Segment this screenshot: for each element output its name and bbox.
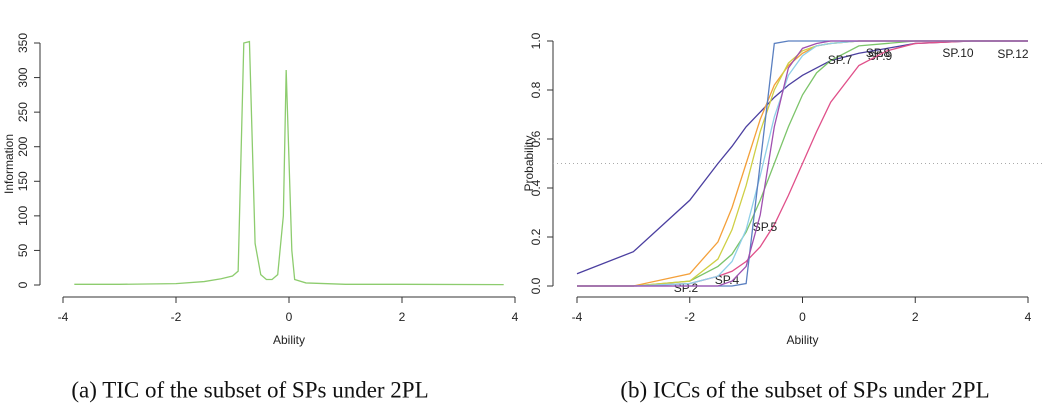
series-line [576, 40, 1028, 275]
x-tick-label: -2 [684, 310, 695, 324]
series-label: SP.9 [868, 49, 893, 63]
caption: (b) ICCs of the subset of SPs under 2PL [620, 377, 989, 402]
y-tick-label: 0.6 [529, 130, 543, 147]
y-tick-label: 250 [16, 102, 30, 122]
y-tick-label: 0.8 [529, 81, 543, 98]
series-line [577, 40, 1028, 287]
y-tick-label: 0.0 [529, 277, 543, 294]
caption: (a) TIC of the subset of SPs under 2PL [71, 377, 428, 402]
y-tick-label: 0.4 [529, 179, 543, 196]
series-label: SP.8 [866, 46, 891, 60]
y-tick-label: 100 [16, 206, 30, 226]
x-tick-label: 0 [799, 310, 806, 324]
x-tick-label: 0 [286, 310, 293, 324]
y-axis-label: Probability [522, 135, 536, 191]
y-axis-label: Information [2, 134, 16, 194]
series-label: SP.10 [942, 46, 973, 60]
series-line [577, 40, 1028, 287]
x-tick-label: -2 [171, 310, 182, 324]
x-tick-label: 4 [1025, 310, 1032, 324]
series-label: SP.7 [828, 53, 853, 67]
y-tick-label: 350 [16, 33, 30, 53]
y-tick-label: 300 [16, 67, 30, 87]
series-label: SP.5 [753, 220, 778, 234]
x-axis-label: Ability [273, 333, 305, 347]
series-label: SP.12 [997, 47, 1028, 61]
x-tick-label: -4 [58, 310, 69, 324]
x-axis-label: Ability [786, 333, 818, 347]
x-tick-label: 4 [512, 310, 519, 324]
series-label: SP.4 [715, 273, 740, 287]
x-tick-label: 2 [912, 310, 919, 324]
y-tick-label: 200 [16, 136, 30, 156]
y-tick-label: 0 [16, 281, 30, 288]
y-tick-label: 1.0 [529, 32, 543, 49]
y-tick-label: 150 [16, 171, 30, 191]
series-line [577, 40, 1028, 287]
x-tick-label: 2 [399, 310, 406, 324]
x-tick-label: -4 [572, 310, 583, 324]
series-label: SP.2 [674, 281, 699, 295]
y-tick-label: 0.2 [529, 228, 543, 245]
series-line [74, 40, 504, 286]
y-tick-label: 50 [16, 243, 30, 257]
